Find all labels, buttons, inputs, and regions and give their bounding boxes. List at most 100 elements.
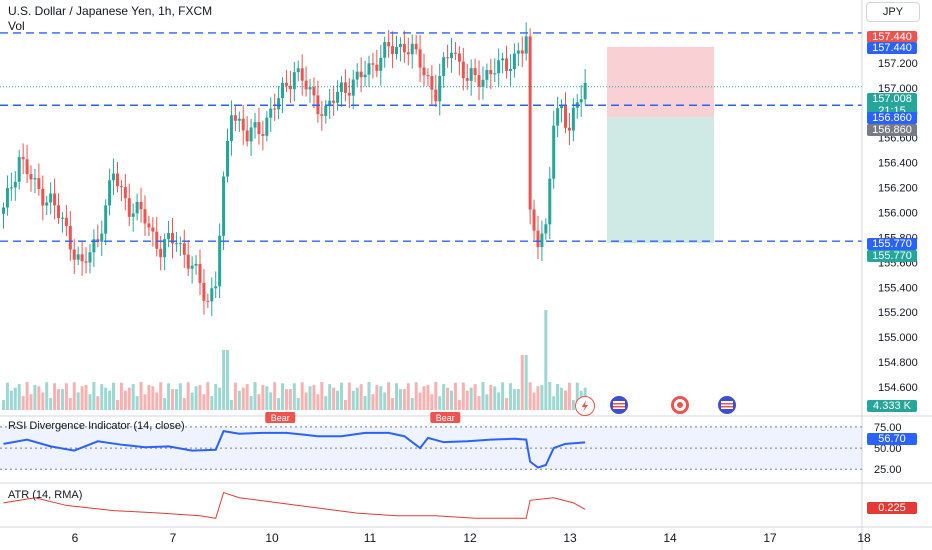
- candle-body: [414, 43, 418, 50]
- candle-body: [336, 91, 340, 103]
- volume-bar: [430, 394, 434, 410]
- candle-body: [544, 224, 548, 234]
- rsi-line: [3, 430, 586, 469]
- candle-body: [68, 225, 72, 250]
- volume-bar: [5, 382, 9, 410]
- candle-body: [351, 79, 355, 96]
- volume-bar: [214, 384, 218, 410]
- candle-body: [540, 233, 544, 248]
- candle-body: [489, 70, 493, 75]
- volume-bar: [17, 384, 21, 410]
- candle-body: [332, 100, 336, 103]
- volume-bar: [426, 385, 430, 410]
- volume-bar: [57, 389, 61, 410]
- candle-body: [477, 75, 481, 87]
- candle-body: [434, 89, 438, 102]
- candle-body: [194, 263, 198, 266]
- volume-bar: [21, 396, 25, 410]
- volume-bar: [516, 389, 520, 410]
- atr-line: [3, 491, 586, 519]
- rsi-level-label: 25.00: [874, 464, 902, 476]
- volume-bar: [571, 399, 575, 410]
- volume-bar: [300, 382, 304, 410]
- rsi-level-label: 75.00: [874, 422, 902, 434]
- volume-bar: [324, 396, 328, 410]
- candle-body: [371, 63, 375, 65]
- candle-body: [265, 117, 269, 136]
- volume-bar: [292, 383, 296, 410]
- candle-body: [174, 243, 178, 245]
- time-axis[interactable]: 6 7 10 11 12 13 14 17 18: [72, 531, 871, 545]
- candle-body: [163, 239, 167, 258]
- volume-bar: [29, 394, 33, 410]
- currency-button[interactable]: JPY: [866, 2, 920, 22]
- volume-bar: [80, 386, 84, 410]
- volume-bar: [210, 396, 214, 410]
- volume-bar: [402, 389, 406, 410]
- candle-body: [135, 201, 139, 214]
- volume-bar: [167, 383, 171, 410]
- volume-bar: [556, 384, 560, 410]
- volume-bar: [528, 382, 532, 410]
- volume-bar: [9, 390, 13, 410]
- candle-body: [233, 115, 237, 121]
- volume-bar: [186, 382, 190, 410]
- us-flag-event-icon-2[interactable]: [718, 396, 736, 414]
- lightning-event-icon[interactable]: [575, 396, 595, 416]
- volume-bar: [123, 390, 127, 410]
- us-flag-event-icon[interactable]: [610, 396, 628, 414]
- rsi-value-tag: 56.70: [867, 433, 917, 445]
- volume-label: Vol: [8, 19, 25, 33]
- volume-bar: [567, 382, 571, 410]
- candle-body: [296, 68, 300, 73]
- candle-body: [430, 75, 434, 90]
- candle-body: [21, 157, 25, 160]
- candle-body: [257, 122, 261, 135]
- volume-bar: [493, 386, 497, 410]
- volume-bar: [37, 386, 41, 410]
- candle-body: [139, 201, 143, 210]
- volume-bar: [560, 387, 564, 410]
- candle-body: [115, 173, 119, 187]
- japan-flag-event-icon[interactable]: [671, 396, 689, 414]
- volume-bar: [548, 382, 552, 410]
- volume-bar: [257, 394, 261, 410]
- volume-bar: [351, 390, 355, 410]
- volume-bar: [457, 399, 461, 410]
- volume-bar: [532, 392, 536, 410]
- candle-body: [288, 85, 292, 90]
- rsi-level-label: 50.00: [874, 443, 902, 455]
- bear-marker: [265, 412, 296, 423]
- entry-price-tag: 156.860: [867, 112, 917, 124]
- volume-bar: [245, 384, 249, 410]
- candle-body: [324, 105, 328, 116]
- candle-body: [241, 118, 245, 131]
- volume-bar: [520, 355, 524, 410]
- volume-bar: [273, 382, 277, 410]
- take-profit-zone[interactable]: [607, 117, 714, 243]
- volume-bar: [465, 390, 469, 410]
- candle-body: [2, 207, 5, 214]
- volume-bar: [88, 394, 92, 410]
- volume-bar: [336, 390, 340, 410]
- volume-bar: [414, 382, 418, 410]
- candle-body: [155, 231, 159, 249]
- volume-bar: [512, 389, 516, 410]
- candle-body: [131, 213, 135, 217]
- bear-label: Bear: [436, 413, 455, 423]
- volume-bar: [387, 382, 391, 410]
- candle-body: [516, 50, 520, 54]
- volume-bar: [241, 387, 245, 410]
- volume-bar: [355, 387, 359, 410]
- candle-body: [159, 248, 163, 258]
- candle-body: [33, 178, 37, 180]
- candle-body: [410, 43, 414, 55]
- volume-bar: [190, 392, 194, 410]
- candle-body: [72, 249, 76, 260]
- candle-body: [579, 99, 583, 103]
- volume-bar: [84, 385, 88, 410]
- volume-bar: [544, 310, 548, 410]
- volume-bar: [367, 382, 371, 410]
- stop-loss-zone[interactable]: [607, 47, 714, 117]
